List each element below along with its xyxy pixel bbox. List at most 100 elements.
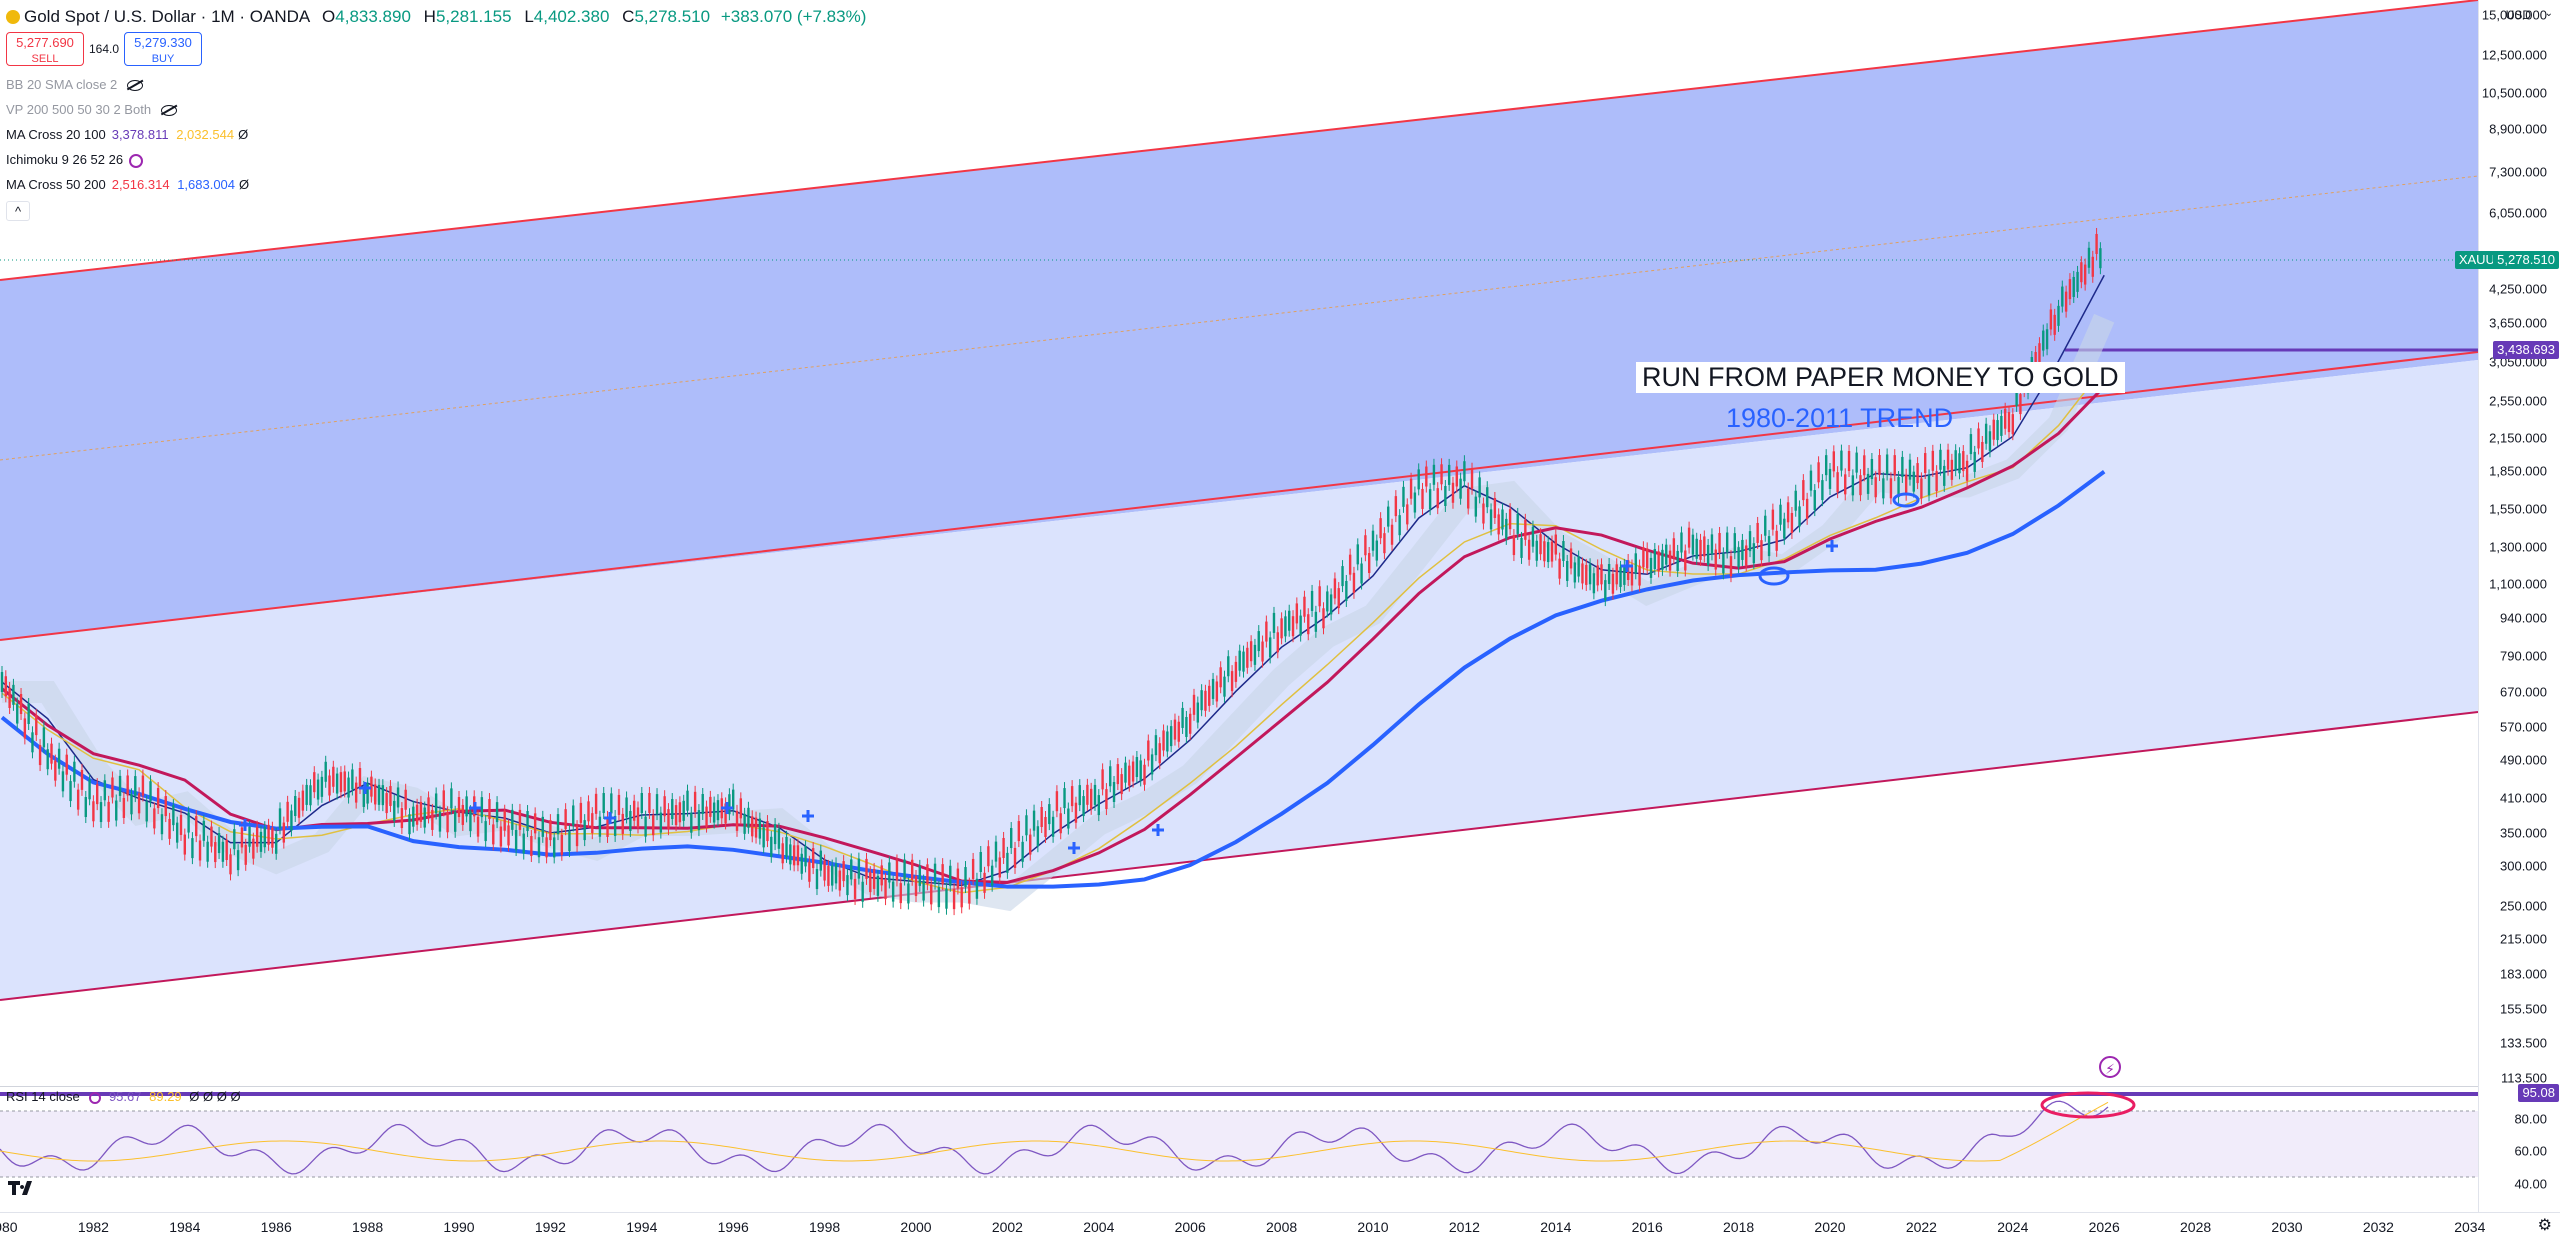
buy-button[interactable]: 5,279.330 BUY	[124, 32, 202, 66]
candle-body	[99, 802, 103, 823]
price-tick: 940.000	[2500, 610, 2547, 626]
candle-body	[1577, 556, 1580, 577]
candle-body	[1943, 465, 1946, 486]
candle-body	[229, 854, 232, 875]
candle-body	[1211, 678, 1215, 699]
indicator-ichimoku[interactable]: Ichimoku 9 26 52 26	[6, 147, 866, 172]
time-tick: 1984	[169, 1219, 201, 1235]
candle-body	[1695, 538, 1698, 559]
candle-body	[1714, 549, 1717, 570]
candle-body	[42, 727, 46, 748]
candle-body	[198, 840, 202, 861]
candle-body	[1836, 472, 1839, 493]
hidden-eye-icon[interactable]	[127, 80, 144, 92]
chart-area[interactable]	[0, 0, 2478, 1085]
annotation-trend[interactable]: 1980-2011 TREND	[1726, 403, 1954, 433]
candle-body	[50, 743, 53, 764]
annotation-paper-money[interactable]: RUN FROM PAPER MONEY TO GOLD	[1636, 362, 2125, 393]
candle-body	[453, 811, 457, 832]
lightning-icon[interactable]: ⚡	[2099, 1056, 2121, 1078]
highlight-ellipse	[1758, 566, 1790, 586]
candle-body	[1006, 852, 1009, 873]
candle-body	[659, 812, 663, 833]
candle-body	[1093, 784, 1097, 805]
refresh-icon[interactable]	[129, 153, 144, 168]
rsi-ma-value: 89.29	[149, 1089, 182, 1104]
candle-body	[1387, 506, 1390, 527]
rsi-settings-icon[interactable]	[89, 1091, 102, 1104]
candle-body	[156, 788, 160, 809]
collapse-legend-button[interactable]: ^	[6, 201, 30, 221]
candle-body	[297, 797, 301, 818]
cross-marker	[1621, 560, 1633, 572]
horizontal-line-price-tag: 3,438.693	[2493, 341, 2559, 359]
candle-body	[183, 834, 186, 855]
time-tick: 2028	[2180, 1219, 2212, 1235]
indicator-vp[interactable]: VP 200 500 50 30 2 Both	[6, 97, 866, 122]
time-tick: 2016	[1631, 1219, 1663, 1235]
candle-body	[514, 829, 518, 850]
channel-bottom-line	[0, 711, 2478, 1001]
indicator-ma-cross-50-200[interactable]: MA Cross 50 200 2,516.314 1,683.004 Ø	[6, 172, 866, 197]
price-scale[interactable]: USD ⌄ 15,000.000 12,500.000 10,500.000 8,90…	[2454, 0, 2560, 1212]
sell-button[interactable]: 5,277.690 SELL	[6, 32, 84, 66]
candle-body	[652, 815, 655, 836]
candle-body	[160, 814, 164, 835]
symbol-title[interactable]: Gold Spot / U.S. Dollar · 1M · OANDA	[24, 7, 310, 26]
main-chart-svg[interactable]	[0, 0, 2478, 1085]
rsi-pane[interactable]	[0, 1086, 2478, 1213]
candle-body	[907, 883, 910, 904]
rsi-svg[interactable]	[0, 1087, 2478, 1213]
candle-body	[1508, 509, 1512, 530]
candle-body	[872, 868, 876, 889]
indicator-bb[interactable]: BB 20 SMA close 2	[6, 72, 866, 97]
candle-body	[549, 820, 552, 841]
candle-body	[1360, 563, 1363, 584]
candle-body	[175, 822, 179, 843]
candle-body	[1600, 564, 1603, 585]
candle-body	[1109, 766, 1112, 787]
candle-body	[1615, 564, 1618, 585]
candle-body	[438, 811, 442, 832]
candle-body	[1238, 650, 1241, 671]
candle-body	[412, 806, 415, 827]
candle-body	[1573, 562, 1577, 583]
candle-body	[1166, 731, 1169, 752]
candle-body	[1897, 477, 1900, 498]
candle-body	[111, 777, 114, 798]
tradingview-logo-svg	[8, 1181, 32, 1195]
candle-body	[503, 810, 506, 831]
rsi-nulls: Ø Ø Ø Ø	[189, 1089, 241, 1104]
currency-label[interactable]: USD	[2505, 8, 2531, 22]
symbol-title-row[interactable]: Gold Spot / U.S. Dollar · 1M · OANDA O4,…	[6, 4, 866, 30]
hidden-eye-icon[interactable]	[161, 105, 178, 117]
candle-body	[275, 833, 278, 854]
candle-body	[1634, 553, 1637, 574]
tradingview-logo-icon[interactable]	[8, 1178, 38, 1201]
candle-body	[495, 802, 499, 823]
indicator-ma-cross-20-100[interactable]: MA Cross 20 100 3,378.811 2,032.544 Ø	[6, 122, 866, 147]
gear-icon[interactable]: ⚙	[2537, 1217, 2552, 1234]
candle-body	[1326, 591, 1329, 612]
candle-body	[210, 826, 213, 847]
candle-body	[751, 816, 754, 837]
candle-body	[1291, 616, 1295, 637]
candle-body	[88, 779, 91, 800]
candle-body	[610, 793, 613, 814]
rsi-legend[interactable]: RSI 14 close 95.67 89.29 Ø Ø Ø Ø	[6, 1088, 241, 1106]
time-axis[interactable]: 1980 1982 1984 1986 1988 1990 1992 1994 1996 1998…	[0, 1212, 2560, 1240]
candle-body	[1821, 480, 1824, 501]
candle-body	[663, 796, 666, 817]
candle-body	[1687, 527, 1691, 548]
candle-body	[1653, 548, 1657, 569]
price-tick: 2,150.000	[2489, 430, 2547, 446]
candle-body	[1227, 656, 1230, 677]
candle-body	[1741, 539, 1744, 560]
chevron-down-icon[interactable]: ⌄	[2544, 8, 2553, 19]
candle-body	[1562, 541, 1565, 562]
candle-body	[1284, 616, 1287, 637]
candle-body	[827, 865, 830, 886]
candle-body	[1531, 526, 1535, 547]
candle-body	[712, 802, 716, 823]
gold-symbol-icon	[6, 10, 20, 24]
